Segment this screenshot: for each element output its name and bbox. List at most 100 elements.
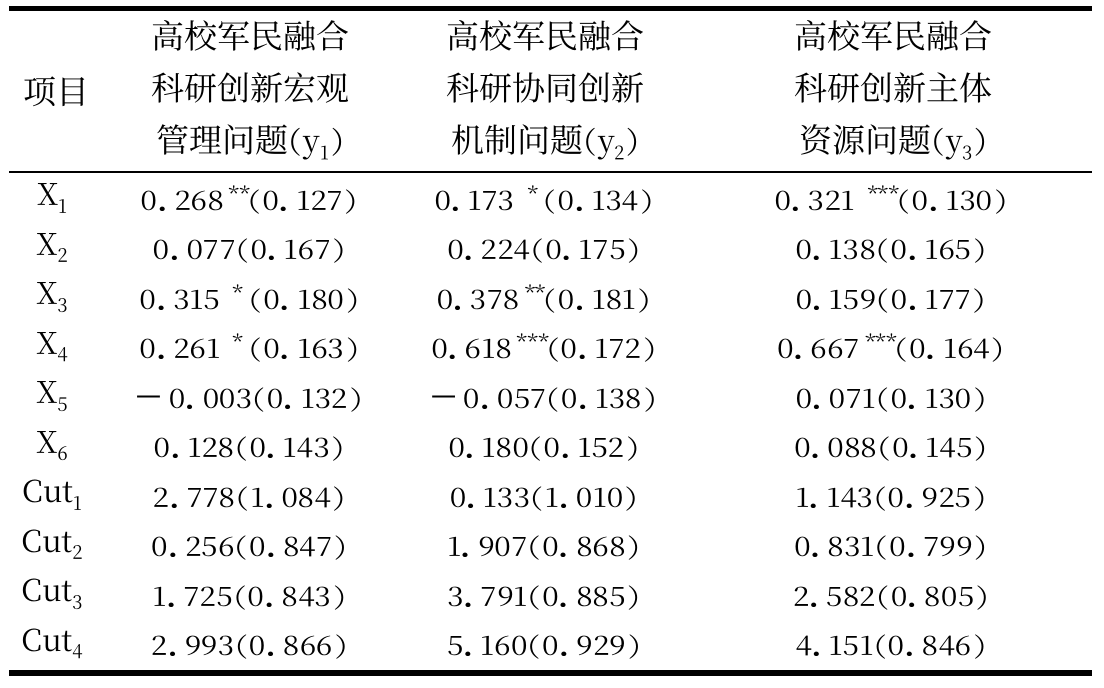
- coefficient: [434, 187, 522, 217]
- table-cell-x5-y1: [136, 385, 363, 415]
- column-header-y3: [713, 12, 1073, 167]
- standard-error: [535, 187, 653, 217]
- table-header-rule: [9, 170, 1092, 174]
- standard-error: [235, 236, 345, 266]
- coefficient: [795, 632, 873, 662]
- standard-error: [530, 236, 640, 266]
- coefficient: [431, 335, 512, 365]
- coefficient: [153, 236, 236, 266]
- standard-error: [527, 583, 640, 613]
- header-variable-close: [624, 125, 639, 160]
- standard-error: [876, 385, 986, 415]
- column-header-line: [70, 63, 430, 115]
- table-row-cut1: [0, 471, 1104, 521]
- row-label-x6: [36, 426, 67, 461]
- table-cell-x4-y1: [139, 332, 358, 365]
- column-header-line: [713, 115, 1073, 167]
- table-cell-x3-y3: [795, 286, 986, 316]
- table-cell-cut4-y1: [151, 632, 348, 662]
- coefficient: [447, 583, 528, 613]
- header-text: [794, 69, 992, 108]
- significance-stars: [233, 332, 244, 355]
- row-label-text: [36, 228, 57, 263]
- row-label-subscript: [57, 345, 68, 366]
- column-header-line: [713, 63, 1073, 115]
- significance-stars: [867, 183, 899, 206]
- row-label-x4: [36, 327, 68, 362]
- standard-error: [543, 286, 651, 316]
- table-cell-x1-y1: [140, 185, 357, 217]
- coefficient: [777, 335, 860, 365]
- coefficient: [152, 583, 233, 613]
- column-header-line: [365, 115, 725, 167]
- significance-stars: [517, 332, 549, 355]
- table-cell-x2-y1: [153, 236, 346, 266]
- table-cell-cut2-y3: [794, 533, 988, 563]
- table-row-x1: [0, 174, 1104, 224]
- standard-error: [874, 533, 987, 563]
- table-cell-x5-y3: [795, 385, 986, 415]
- standard-error: [873, 484, 986, 514]
- table-cell-x6-y1: [153, 434, 344, 464]
- row-label-cut4: [21, 624, 83, 659]
- row-label-x5: [36, 376, 67, 411]
- header-text: [446, 69, 644, 108]
- table-cell-x6-y2: [448, 434, 639, 464]
- row-label-x2: [36, 228, 67, 263]
- coefficient: [153, 434, 234, 464]
- standard-error: [527, 533, 640, 563]
- column-header-y1: [70, 12, 430, 167]
- coefficient: [795, 236, 876, 266]
- coefficient: [795, 286, 876, 316]
- table-cell-x2-y2: [447, 236, 640, 266]
- standard-error: [873, 632, 986, 662]
- standard-error: [241, 286, 359, 316]
- column-header-line: [70, 12, 430, 64]
- standard-error: [897, 187, 1007, 217]
- coefficient: [430, 385, 546, 415]
- row-label-subscript: [72, 592, 82, 613]
- table-cell-cut3-y3: [792, 583, 988, 613]
- row-label-text: [37, 178, 58, 213]
- table-cell-cut2-y2: [447, 533, 641, 563]
- standard-error: [876, 583, 989, 613]
- header-text: [156, 121, 288, 160]
- table-cell-x3-y2: [436, 284, 651, 316]
- table-row-x6: [0, 421, 1104, 471]
- table-cell-cut4-y2: [446, 632, 640, 662]
- standard-error: [234, 632, 347, 662]
- table-row-cut4: [0, 619, 1104, 669]
- coefficient: [447, 236, 530, 266]
- header-variable-subscript: [614, 143, 624, 164]
- row-label-cut1: [22, 475, 82, 510]
- table-cell-x1-y2: [434, 185, 653, 217]
- standard-error: [527, 632, 640, 662]
- coefficient: [792, 583, 875, 613]
- table-cell-x4-y3: [777, 333, 1005, 365]
- column-header-line: [365, 12, 725, 64]
- table-body: [0, 174, 1104, 669]
- row-label-subscript: [57, 394, 67, 415]
- row-label-text: [21, 624, 73, 659]
- standard-error: [894, 335, 1004, 365]
- header-text: [151, 18, 349, 57]
- column-header-item: [23, 72, 89, 111]
- table-row-cut2: [0, 520, 1104, 570]
- standard-error: [546, 335, 656, 365]
- table-cell-cut4-y3: [795, 632, 986, 662]
- row-label-text: [36, 327, 57, 362]
- coefficient: [447, 533, 528, 563]
- coefficient: [151, 533, 234, 563]
- coefficient: [794, 434, 877, 464]
- table-bottom-rule: [9, 669, 1092, 676]
- row-label-subscript: [73, 493, 82, 514]
- table-cell-cut2-y1: [151, 533, 347, 563]
- table-row-x5: [0, 372, 1104, 422]
- row-label-subscript: [72, 543, 82, 564]
- row-label-subscript: [57, 246, 67, 267]
- table-cell-x4-y2: [431, 332, 656, 365]
- column-header-line: [713, 12, 1073, 64]
- coefficient: [795, 385, 875, 415]
- table-cell-x1-y3: [774, 185, 1007, 217]
